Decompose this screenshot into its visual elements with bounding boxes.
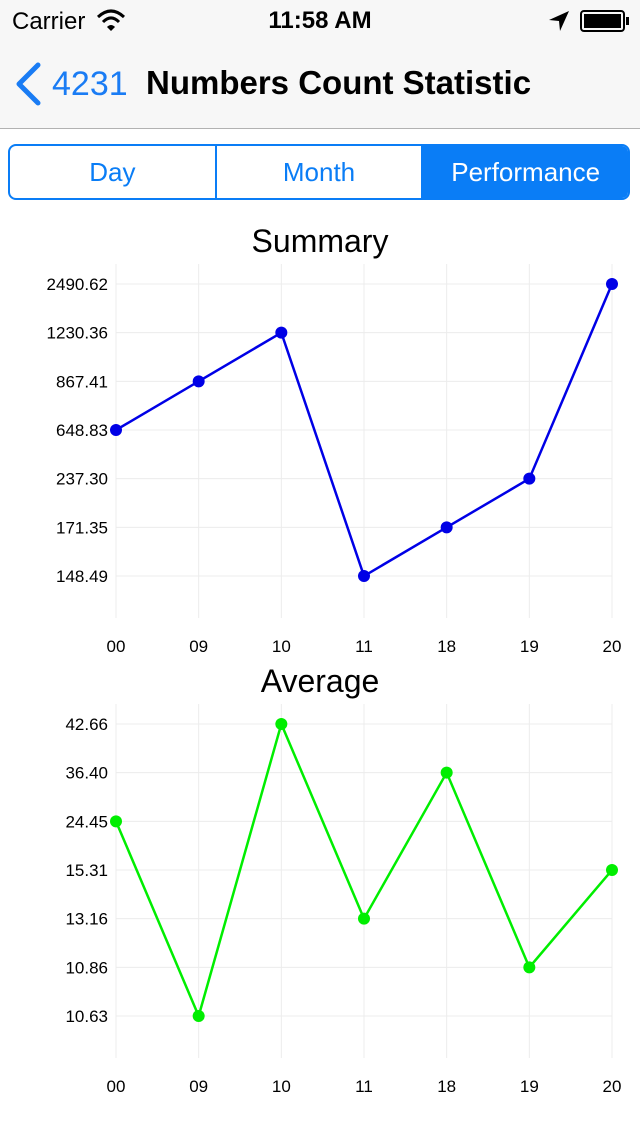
average-xtick-label: 19	[520, 1077, 539, 1096]
summary-data-point	[358, 570, 370, 583]
summary-xtick-label: 11	[355, 637, 373, 656]
summary-data-point	[523, 472, 536, 485]
average-data-point	[440, 766, 453, 779]
summary-ytick-label: 171.35	[56, 518, 108, 537]
average-data-point	[523, 961, 536, 974]
status-time: 11:58 AM	[268, 7, 372, 34]
average-chart-title: Average	[261, 663, 380, 699]
summary-chart-title: Summary	[252, 223, 389, 259]
summary-ytick-label: 648.83	[56, 421, 108, 440]
average-data-point	[110, 815, 122, 828]
navigation-bar: 4231 Numbers Count Statistic	[0, 40, 640, 129]
average-xtick-label: 20	[603, 1077, 622, 1096]
average-xtick-label: 10	[272, 1077, 291, 1096]
summary-data-point	[275, 326, 288, 339]
summary-data-point	[606, 278, 618, 290]
battery-icon	[580, 10, 629, 32]
summary-ytick-label: 2490.62	[47, 275, 108, 294]
summary-chart: Summary 148.49 171.35 237.30 648.83 867.41 123…	[0, 212, 640, 660]
summary-ytick-label: 148.49	[56, 567, 108, 586]
average-xtick-label: 00	[107, 1077, 126, 1096]
average-chart-svg: Average 10.63 10.86 13.16 15.31 24.45 36.40 42.…	[65, 663, 622, 1096]
average-data-point	[358, 912, 370, 925]
summary-xtick-label: 00	[107, 637, 126, 656]
average-chart: Average 10.63 10.86 13.16 15.31 24.45 36.40 42.…	[0, 652, 640, 1100]
wifi-icon	[96, 9, 126, 31]
location-arrow-icon	[549, 11, 569, 31]
summary-data-point	[110, 424, 122, 437]
summary-xtick-label: 20	[603, 637, 622, 656]
summary-ytick-label: 237.30	[56, 470, 108, 489]
back-button-label: 4231	[52, 64, 128, 103]
average-ytick-label: 10.86	[65, 958, 108, 977]
summary-chart-svg: Summary 148.49 171.35 237.30 648.83 867.41 123…	[47, 223, 622, 656]
summary-xtick-label: 19	[520, 637, 539, 656]
average-xtick-label: 18	[437, 1077, 456, 1096]
page-title: Numbers Count Statistic	[146, 64, 532, 101]
summary-xtick-label: 09	[189, 637, 208, 656]
average-data-point	[192, 1010, 205, 1023]
average-ytick-label: 13.16	[65, 910, 108, 929]
summary-ytick-label: 1230.36	[47, 324, 108, 343]
segmented-control: Day Month Performance	[8, 144, 630, 200]
summary-xtick-label: 18	[437, 637, 456, 656]
back-button[interactable]: 4231	[14, 60, 128, 108]
summary-ytick-label: 867.41	[56, 372, 108, 391]
carrier-label: Carrier	[12, 8, 86, 35]
tab-month[interactable]: Month	[214, 146, 422, 198]
status-bar: Carrier 11:58 AM	[0, 0, 640, 40]
average-data-point	[275, 718, 288, 730]
average-ytick-label: 15.31	[65, 861, 108, 880]
tab-performance[interactable]: Performance	[421, 146, 628, 198]
summary-xtick-label: 10	[272, 637, 291, 656]
average-xtick-label: 09	[189, 1077, 208, 1096]
average-ytick-label: 24.45	[65, 812, 108, 831]
average-ytick-label: 10.63	[65, 1007, 108, 1026]
tab-day[interactable]: Day	[89, 156, 136, 187]
average-ytick-label: 36.40	[65, 764, 108, 783]
summary-data-point	[192, 375, 205, 388]
average-data-point	[606, 864, 618, 877]
average-xtick-label: 11	[355, 1077, 373, 1096]
average-ytick-label: 42.66	[65, 715, 108, 734]
summary-data-point	[440, 521, 453, 534]
chevron-left-icon	[16, 62, 41, 106]
